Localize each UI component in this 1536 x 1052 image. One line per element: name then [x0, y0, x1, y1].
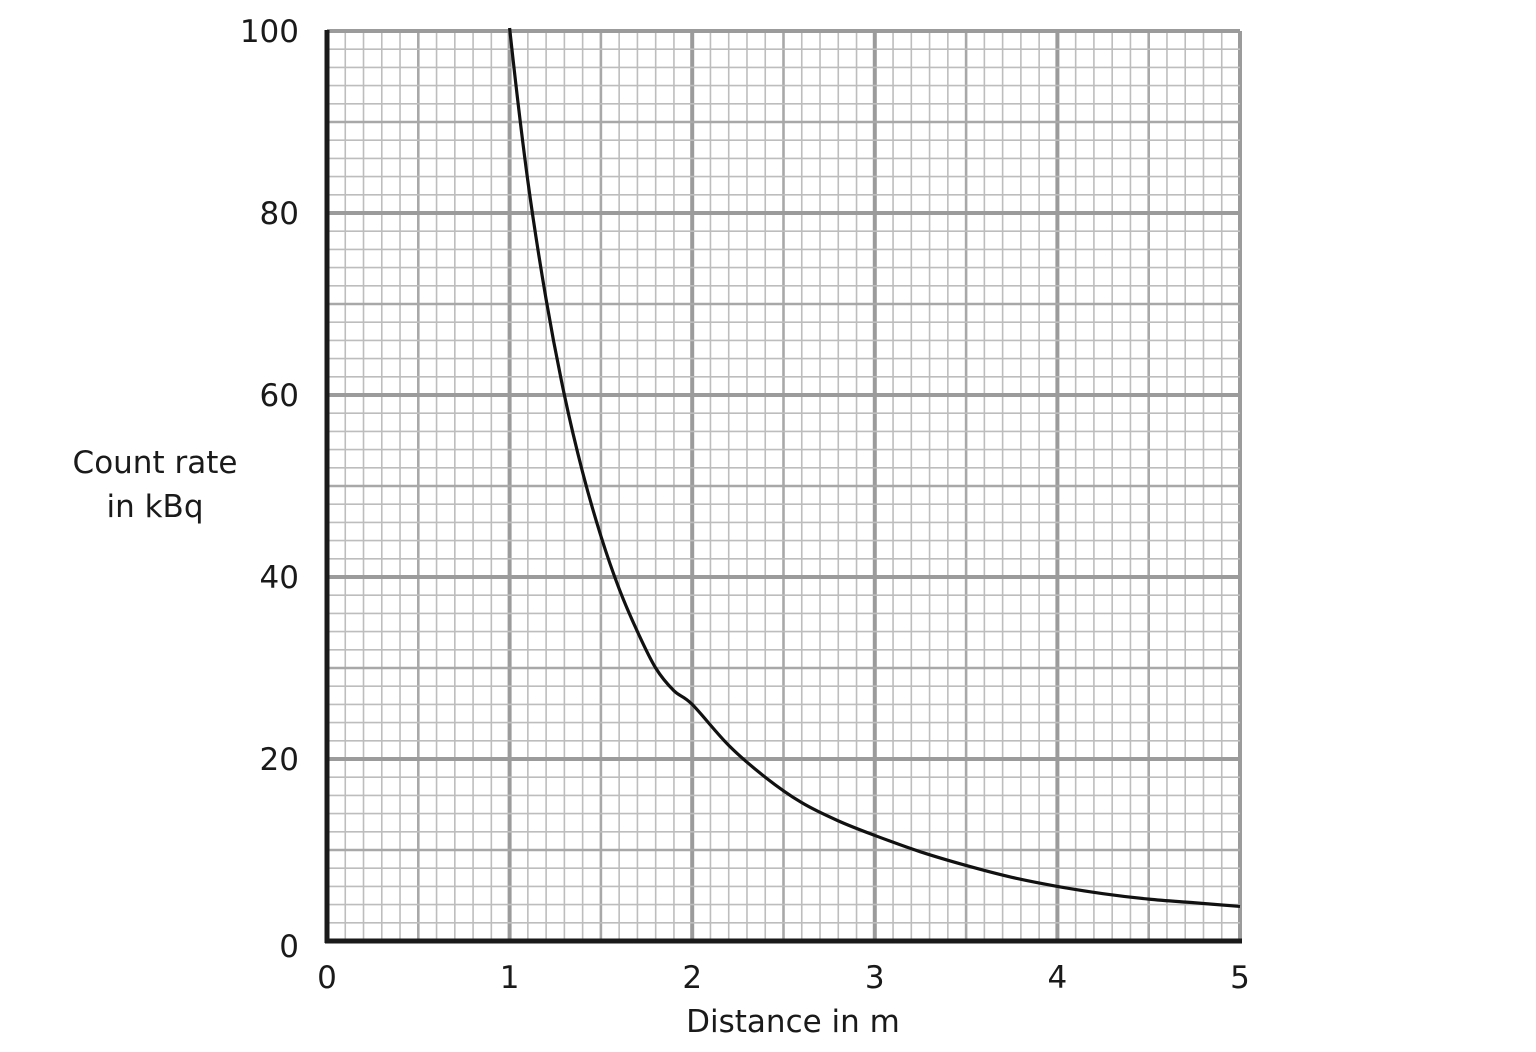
y-axis-title: Count rate in kBq: [40, 441, 270, 529]
y-tick-label: 20: [260, 742, 299, 778]
y-tick-label: 60: [260, 378, 299, 414]
data-curve: [508, 27, 1241, 909]
x-tick-label: 0: [317, 960, 337, 996]
count-rate-curve: [508, 27, 1241, 909]
x-tick-label: 2: [682, 960, 702, 996]
x-tick-label: 4: [1048, 960, 1068, 996]
x-tick-label: 5: [1230, 960, 1250, 996]
y-tick-label: 40: [260, 560, 299, 596]
y-tick-label: 0: [279, 929, 299, 965]
x-tick-label: 1: [500, 960, 520, 996]
x-tick-labels: 0 1 2 3 4 5: [317, 960, 1250, 996]
x-tick-label: 3: [865, 960, 885, 996]
chart-grid: [325, 29, 1242, 943]
x-axis-title: Distance in m: [686, 1004, 900, 1040]
y-axis-title-line-1: Count rate: [72, 445, 238, 481]
y-axis-title-line-2: in kBq: [106, 489, 204, 525]
y-tick-labels: 0 20 40 60 80 100: [240, 14, 299, 965]
y-tick-label: 80: [260, 196, 299, 232]
y-tick-label: 100: [240, 14, 299, 50]
chart-axes: [324, 30, 1242, 944]
